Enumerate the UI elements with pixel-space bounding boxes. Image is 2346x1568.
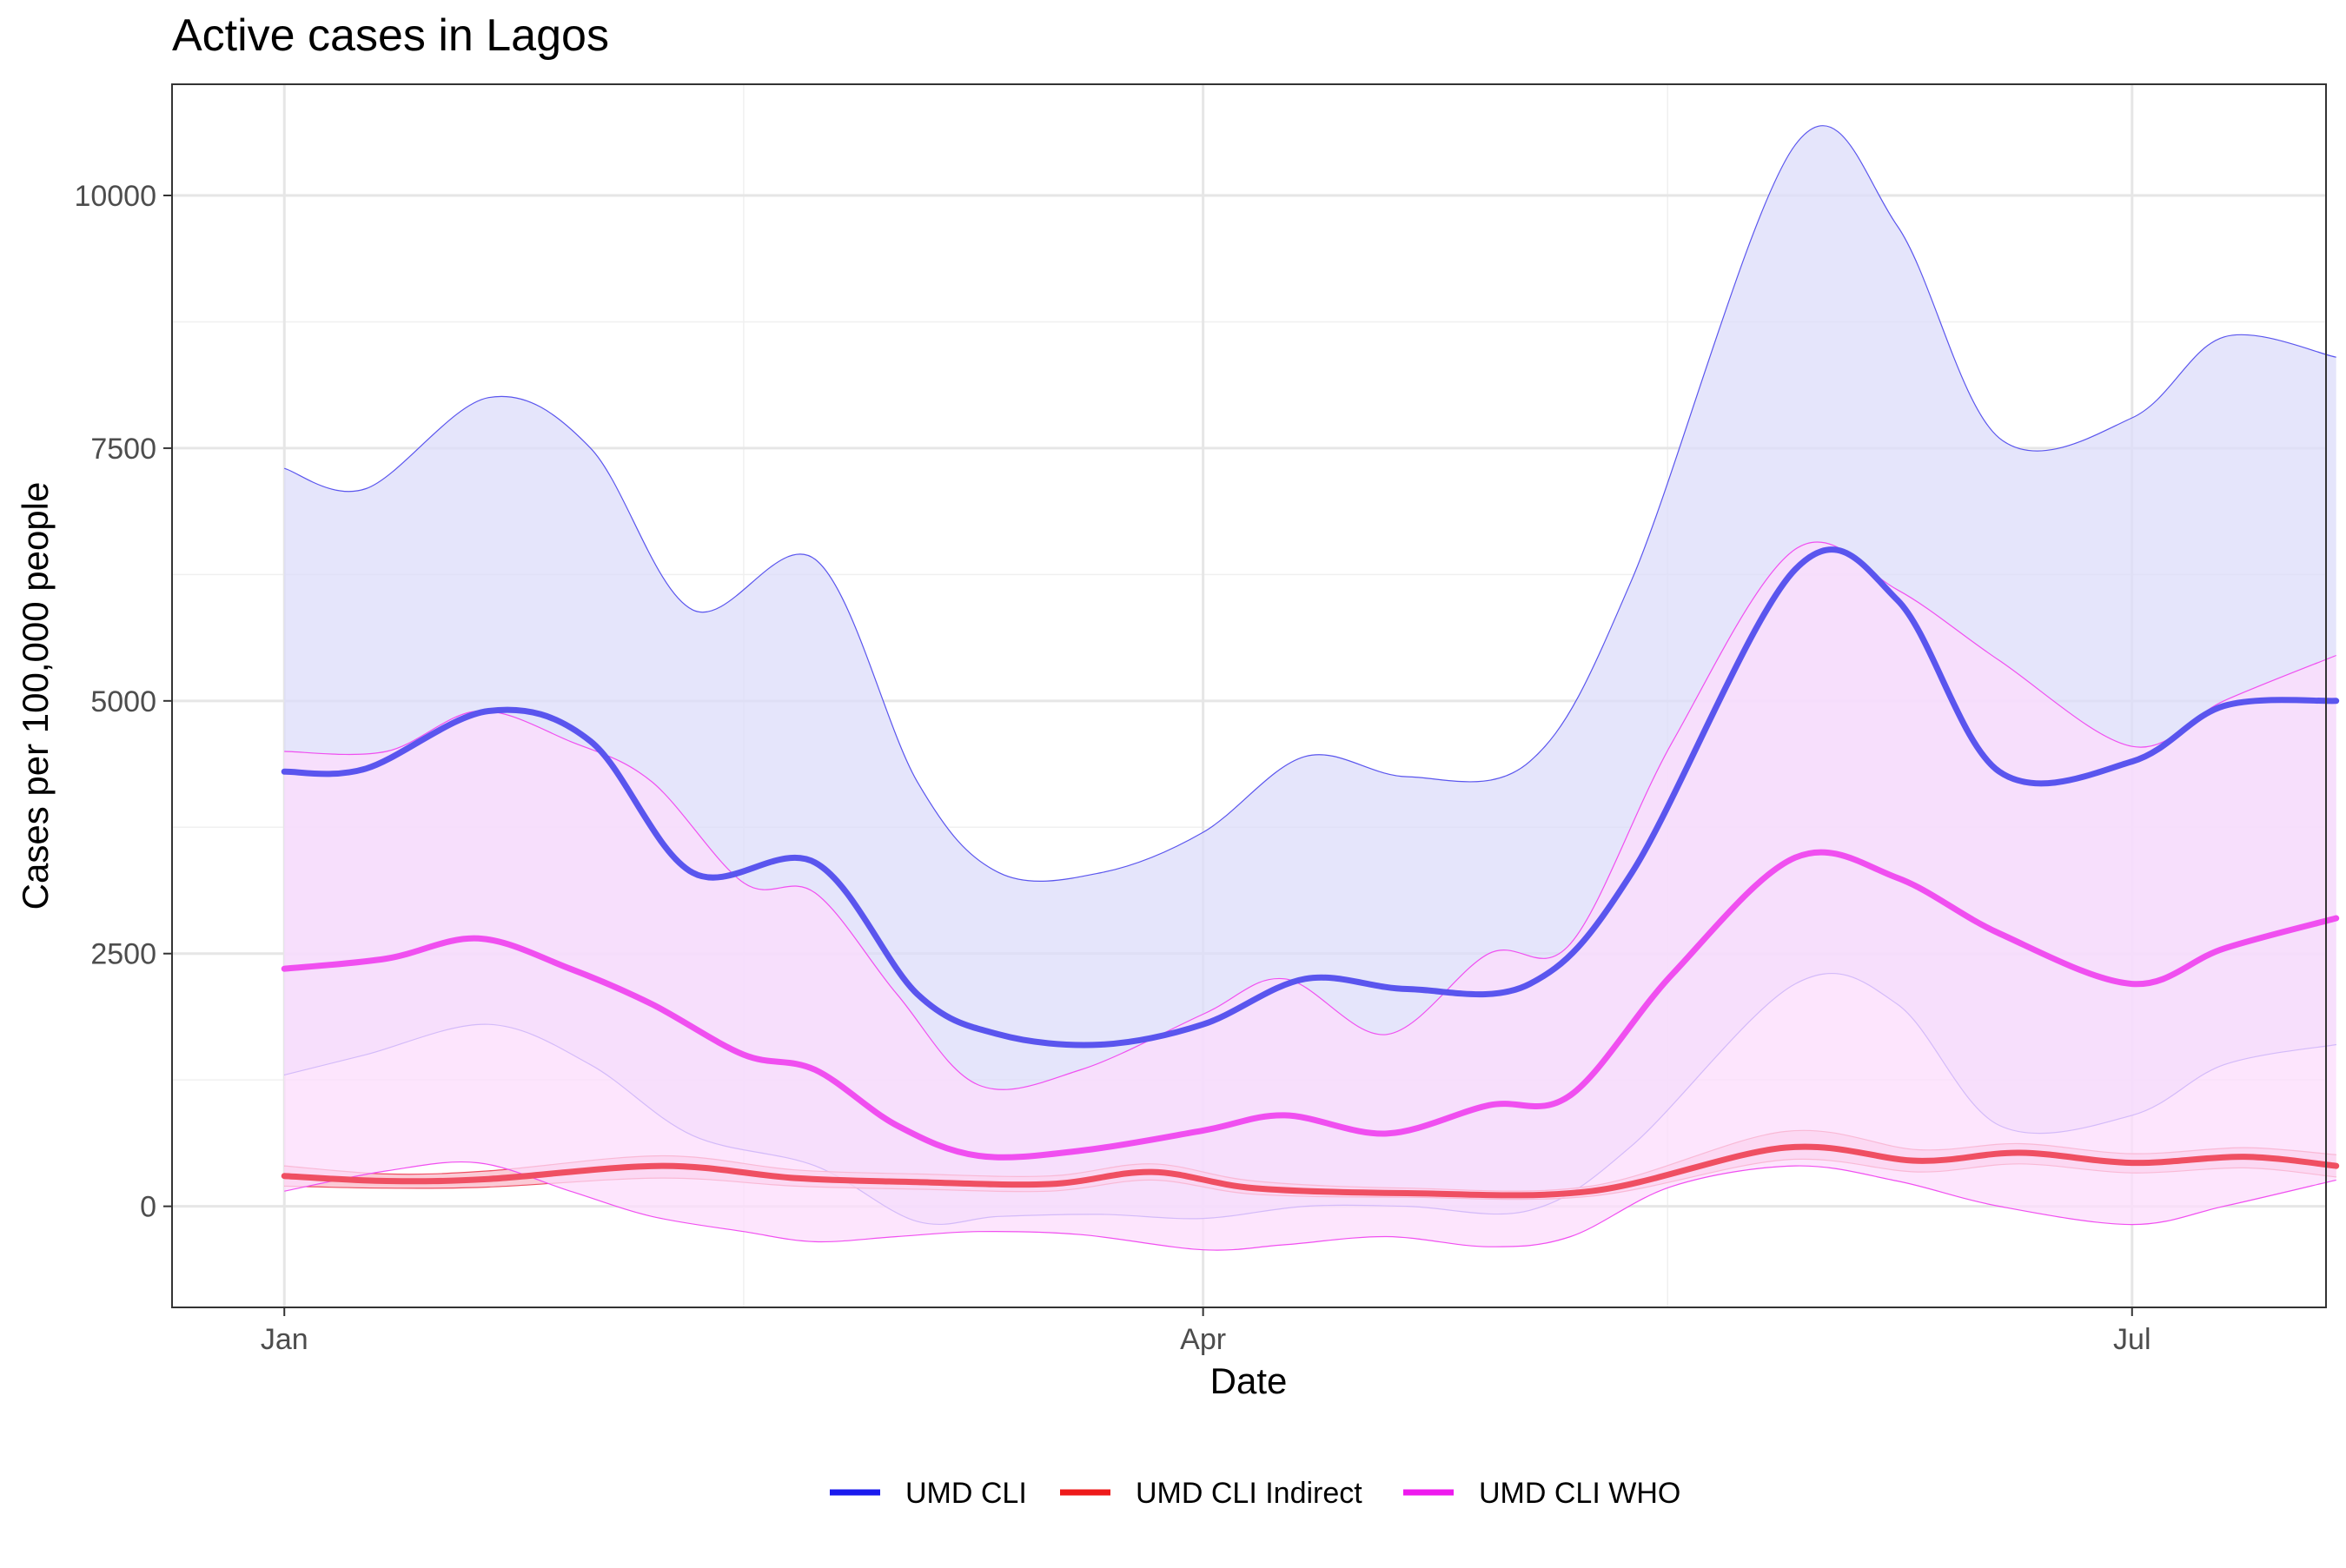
x-tick-label: Jul [2113,1323,2150,1356]
legend: UMD CLI UMD CLI Indirect UMD CLI WHO [830,1477,1680,1510]
umd-cli-who-band [284,541,2336,1251]
y-tick-label: 5000 [90,685,156,718]
y-tick-label: 2500 [90,938,156,971]
umd-cli-indirect-line [281,1143,2340,1199]
y-tick-label: 0 [140,1191,156,1224]
x-tick-label: Apr [1180,1323,1226,1356]
legend-label-umd-cli-indirect: UMD CLI Indirect [1136,1477,1362,1510]
legend-label-umd-cli-who: UMD CLI WHO [1479,1477,1680,1510]
y-tick-label: 7500 [90,433,156,466]
axis-ticks: 0 2500 5000 7500 10000 Jan Apr Jul [74,180,2150,1356]
y-tick-label: 10000 [74,180,156,213]
chart-title: Active cases in Lagos [172,10,609,61]
plot-panel-border [171,83,2327,1308]
series-lines [281,546,2340,1199]
x-axis-label: Date [1210,1360,1288,1401]
x-tick-label: Jan [261,1323,308,1356]
y-axis-label: Cases per 100,000 people [15,482,56,910]
umd-cli-who-line [281,849,2340,1161]
umd-cli-band-upper-edge [284,125,2336,883]
umd-cli-line [281,546,2340,1049]
umd-cli-who-band-upper-edge [284,541,2336,1090]
umd-cli-who-band-lower-edge [284,1161,2336,1251]
legend-label-umd-cli: UMD CLI [905,1477,1027,1510]
